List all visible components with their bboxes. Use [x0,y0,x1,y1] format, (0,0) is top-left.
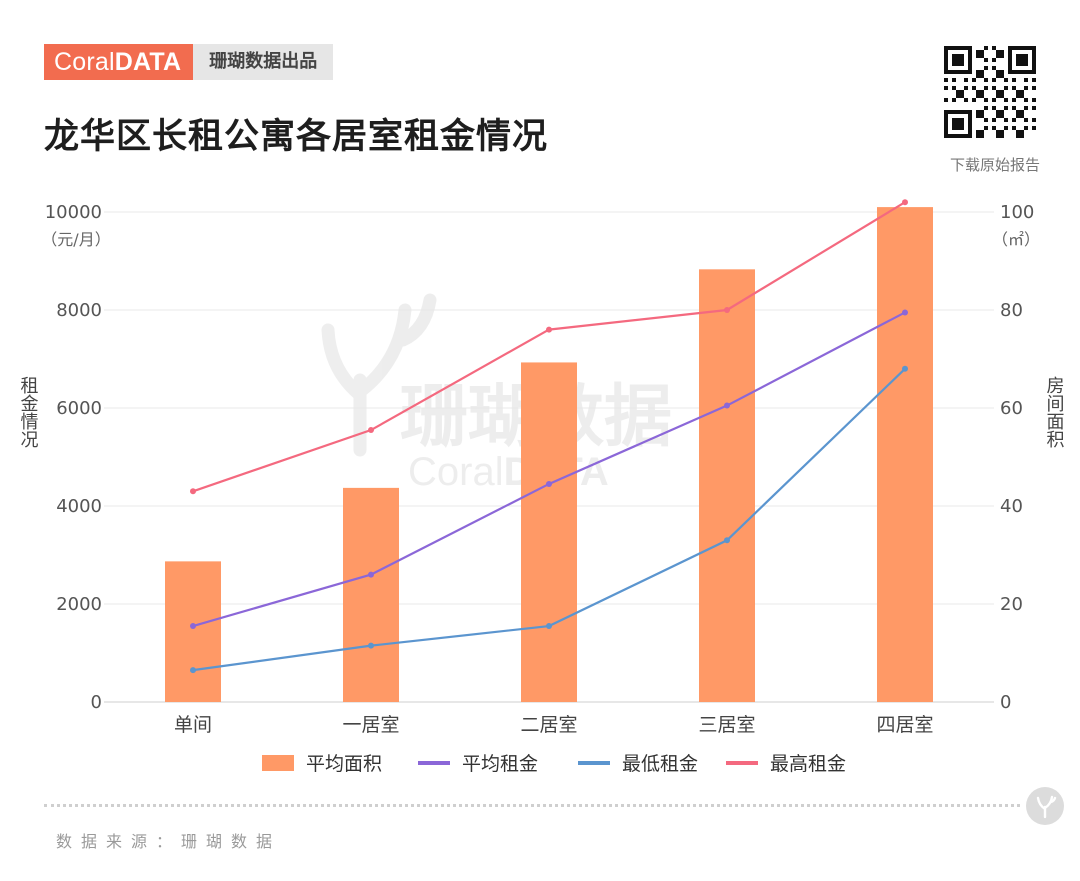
download-report-label[interactable]: 下载原始报告 [949,156,1040,174]
x-tick-label: 三居室 [698,714,755,736]
line-point-1-4[interactable] [902,365,908,372]
left-tick-label: 4000 [56,496,102,517]
right-axis-unit: （㎡） [992,230,1040,249]
line-point-1-1[interactable] [368,642,374,649]
coral-branch-icon [1036,795,1057,819]
line-point-0-1[interactable] [368,571,374,578]
right-axis-title: 房间面积 [1044,376,1065,448]
line-point-1-0[interactable] [190,667,196,674]
right-tick-label: 20 [1000,594,1023,615]
legend-swatch [262,755,294,771]
right-tick-label: 80 [1000,300,1023,321]
watermark: 珊瑚数据 CoralDATA [321,293,672,494]
bar-series [165,207,933,702]
qr-code-icon[interactable] [944,46,1036,138]
right-tick-label: 60 [1000,398,1023,419]
x-tick-label: 一居室 [342,714,399,736]
chart-title: 龙华区长租公寓各居室租金情况 [44,117,549,157]
coraldata-logo: CoralDATA [44,44,194,80]
legend-label[interactable]: 平均面积 [306,753,382,775]
logo-text-light: Coral [54,48,115,76]
watermark-en-light: Coral [408,450,504,494]
left-tick-label: 8000 [56,300,102,321]
line-point-1-2[interactable] [546,623,552,630]
left-axis-unit: （元/月） [41,230,110,249]
legend-label[interactable]: 平均租金 [462,753,538,775]
line-point-2-3[interactable] [724,307,730,313]
line-series [190,199,908,674]
watermark-coral-icon [321,293,437,457]
line-point-0-3[interactable] [724,402,730,409]
left-axis-ticks: 0 2000 4000 6000 8000 10000 [45,202,102,713]
data-source: 数据来源：珊瑚数据 [56,832,282,851]
footer-divider [44,804,1020,807]
logo-text-bold: DATA [114,48,182,76]
line-point-2-4[interactable] [902,199,908,206]
left-axis-title: 租金情况 [18,376,39,448]
line-point-2-2[interactable] [546,326,552,333]
line-point-0-4[interactable] [902,309,908,316]
right-tick-label: 0 [1000,692,1011,713]
x-tick-label: 单间 [174,714,212,736]
line-point-0-2[interactable] [546,480,552,487]
brand-header: CoralDATA 珊瑚数据出品 [44,44,334,80]
right-tick-label: 40 [1000,496,1023,517]
watermark-en: CoralDATA [408,450,609,494]
legend: 平均面积 平均租金 最低租金 最高租金 [262,753,846,775]
line-point-2-1[interactable] [368,427,374,434]
brand-subtitle: 珊瑚数据出品 [193,44,334,80]
x-tick-label: 二居室 [520,714,577,736]
x-tick-label: 四居室 [876,714,933,736]
legend-label[interactable]: 最高租金 [770,753,846,775]
left-tick-label: 2000 [56,594,102,615]
coral-badge-icon [1026,787,1064,825]
line-point-1-3[interactable] [724,537,730,544]
bar-area-2[interactable] [521,362,577,702]
right-axis-ticks: 0 20 40 60 80 100 [1000,202,1034,713]
left-tick-label: 0 [91,692,102,713]
bar-area-1[interactable] [343,487,399,702]
bar-area-4[interactable] [877,207,933,702]
left-tick-label: 10000 [45,202,102,223]
x-axis-labels: 单间 一居室 二居室 三居室 四居室 [174,714,934,736]
legend-label[interactable]: 最低租金 [622,753,698,775]
bar-area-3[interactable] [699,269,755,702]
line-point-2-0[interactable] [190,488,196,495]
left-tick-label: 6000 [56,398,102,419]
bar-area-0[interactable] [165,561,221,702]
line-point-0-0[interactable] [190,623,196,630]
right-tick-label: 100 [1000,202,1034,223]
